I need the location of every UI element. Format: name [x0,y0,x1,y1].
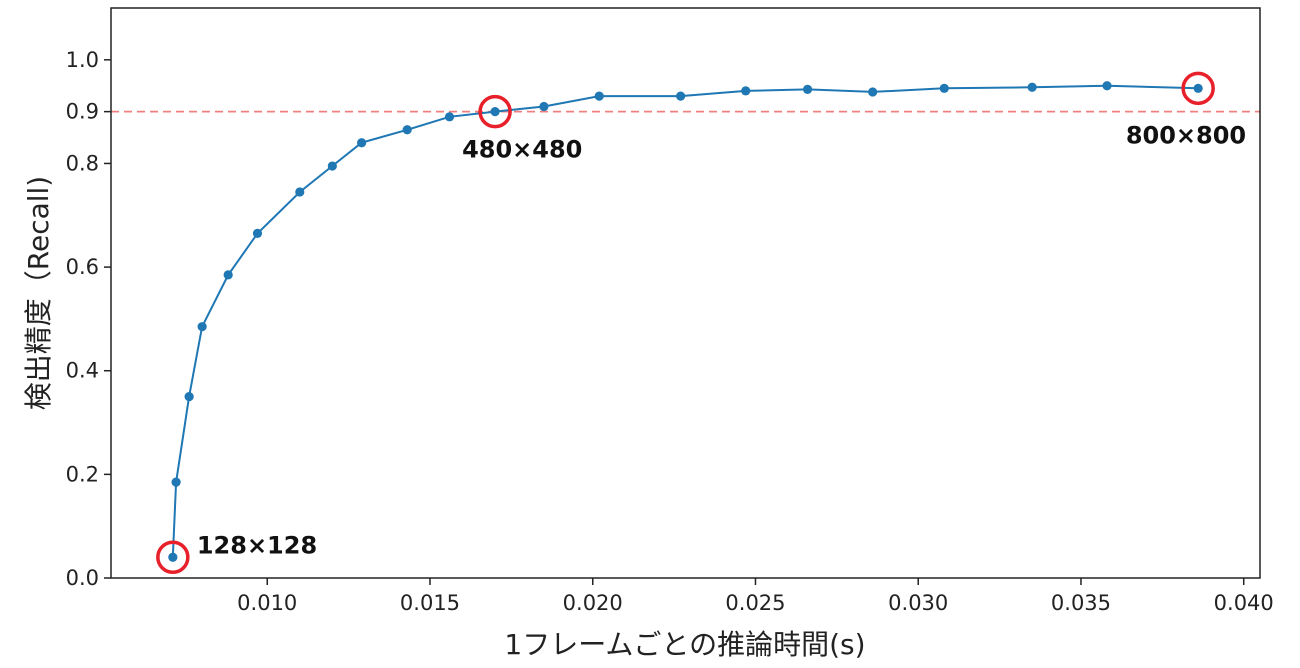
data-point [327,161,337,171]
x-tick-label: 0.010 [237,591,297,615]
y-tick-label: 0.2 [66,462,99,486]
tick-layer: 0.010 0.015 0.020 0.025 0.030 0.035 0.040 0.0 0.… [66,48,1274,615]
data-point [676,91,686,101]
data-point [223,270,233,280]
data-point [939,83,949,93]
x-tick-label: 0.015 [400,591,460,615]
data-point [444,112,455,122]
x-tick-label: 0.020 [563,591,623,615]
highlight-label: 128×128 [197,531,317,559]
data-point [594,91,604,101]
data-point [802,84,813,94]
plot-frame [110,7,1261,579]
data-point [402,125,412,135]
data-point [171,477,181,487]
data-point [1193,83,1203,93]
y-tick-label: 0.6 [66,255,99,279]
series-layer [168,81,1203,562]
highlight-label: 480×480 [462,136,582,164]
x-tick-label: 0.040 [1214,591,1274,615]
data-point [252,228,263,239]
highlight-ring [1181,71,1215,106]
x-tick-label: 0.035 [1051,591,1111,615]
y-axis-title: 検出精度（Recall) [22,176,55,410]
data-point [168,552,178,562]
data-point [295,187,305,197]
x-axis-title: 1フレームごとの推論時間(s) [504,628,865,661]
data-point [539,101,549,112]
highlight-label: 800×800 [1126,121,1246,149]
highlight-ring [478,94,512,129]
data-point [490,107,500,117]
series-line [171,84,1199,558]
y-tick-label: 0.8 [66,151,99,175]
data-point [741,86,751,96]
y-tick-label: 0.0 [66,566,99,590]
data-point [1102,81,1112,91]
data-point [184,392,194,402]
x-tick-label: 0.025 [725,591,785,615]
y-tick-label: 0.4 [66,359,99,383]
data-point [357,138,367,148]
x-tick-label: 0.030 [888,591,948,615]
data-point [1027,82,1037,92]
highlight-layer: 128×128 480×480 800×800 [156,71,1246,575]
y-tick-label: 0.9 [66,100,99,124]
data-point [197,322,207,332]
data-point [868,87,878,97]
highlight-ring [156,540,190,575]
y-tick-label: 1.0 [66,48,99,72]
